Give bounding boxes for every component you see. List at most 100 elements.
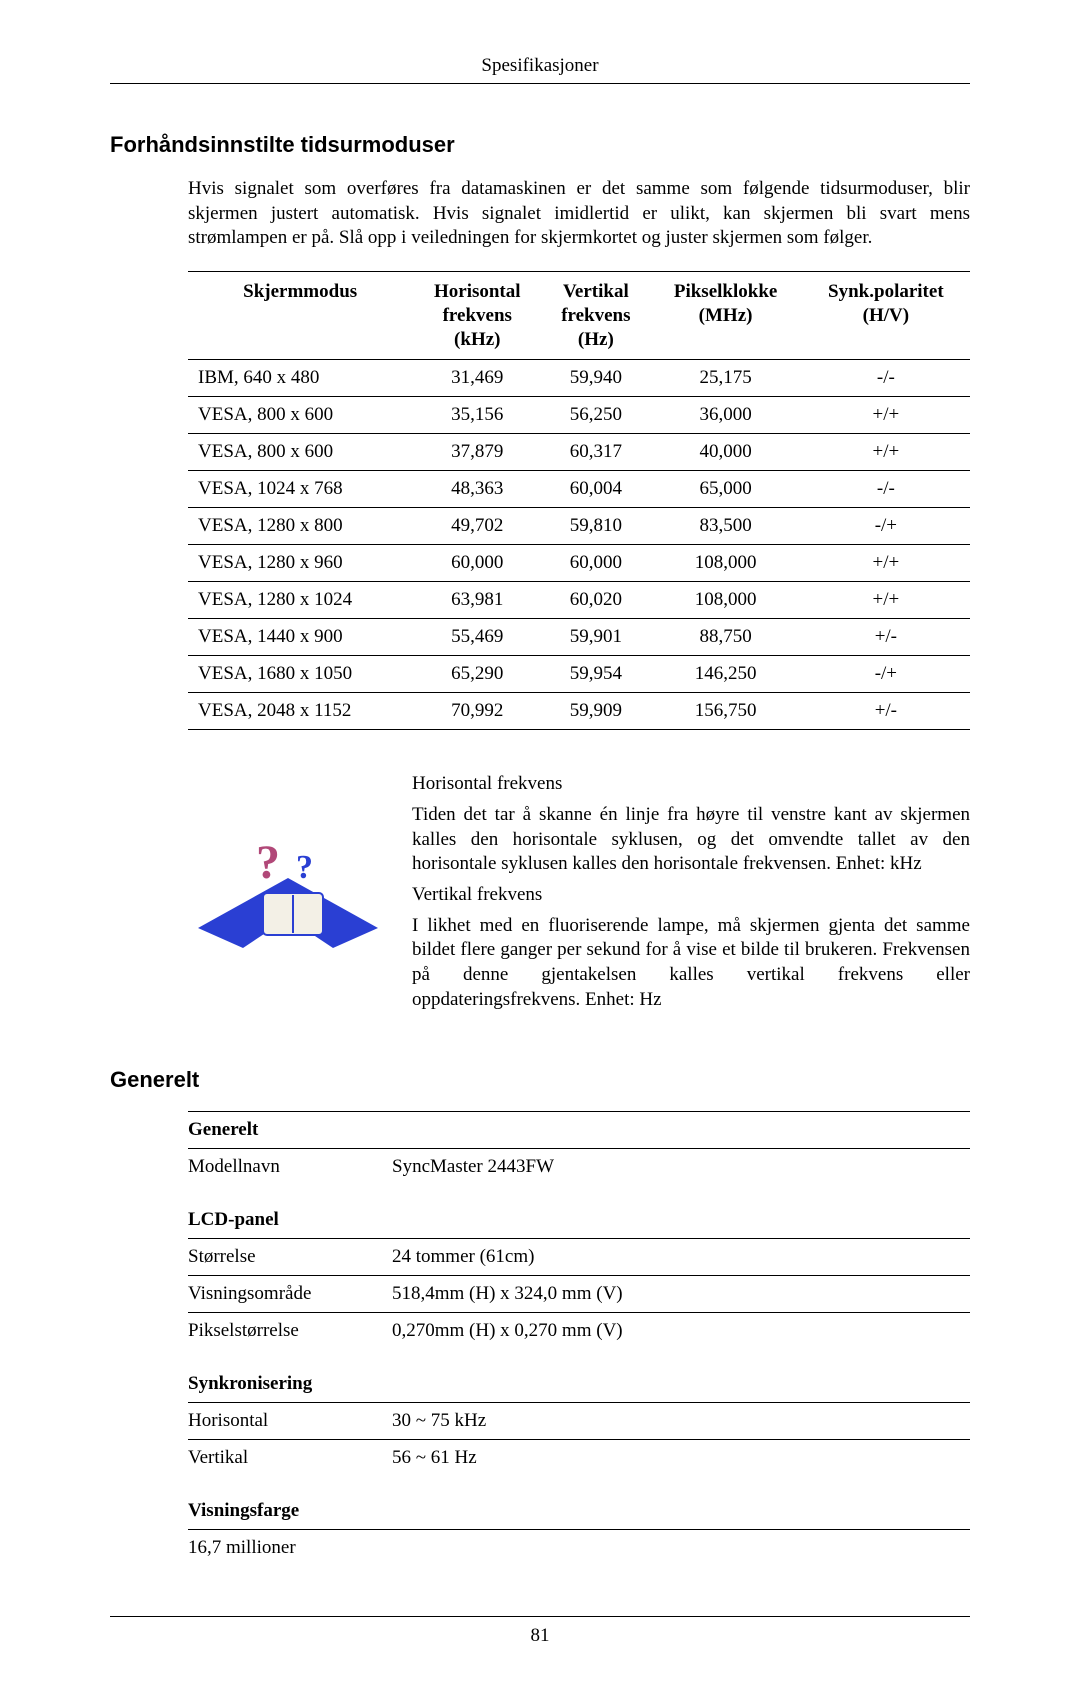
spec-value-model: SyncMaster 2443FW: [388, 1148, 970, 1185]
table-cell: 60,317: [542, 434, 649, 471]
table-cell: 65,290: [412, 656, 542, 693]
table-cell: VESA, 1024 x 768: [188, 471, 412, 508]
table-row: VESA, 1440 x 90055,46959,90188,750+/-: [188, 619, 970, 656]
table-cell: 31,469: [412, 360, 542, 397]
col-vfreq: Vertikal frekvens (Hz): [542, 272, 649, 360]
table-cell: 63,981: [412, 582, 542, 619]
page-container: Spesifikasjoner Forhåndsinnstilte tidsur…: [0, 0, 1080, 1697]
table-cell: 60,000: [542, 545, 649, 582]
table-cell: 60,004: [542, 471, 649, 508]
table-cell: 49,702: [412, 508, 542, 545]
table-cell: +/-: [802, 693, 970, 730]
page-footer: 81: [110, 1616, 970, 1647]
section-title-general: Generelt: [110, 1067, 970, 1093]
col-hfreq-l2: frekvens: [443, 305, 512, 326]
spec-label-vsync: Vertikal: [188, 1439, 388, 1476]
spec-value-vsync: 56 ~ 61 Hz: [388, 1439, 970, 1476]
table-cell: -/+: [802, 656, 970, 693]
spec-group-general: Generelt: [188, 1111, 970, 1148]
timing-modes-table: Skjermmodus Horisontal frekvens (kHz) Ve…: [188, 271, 970, 730]
table-cell: -/-: [802, 471, 970, 508]
col-vfreq-l2: frekvens: [561, 305, 630, 326]
table-cell: 156,750: [649, 693, 801, 730]
note-vfreq-title: Vertikal frekvens: [412, 883, 970, 908]
table-row: VESA, 1280 x 80049,70259,81083,500-/+: [188, 508, 970, 545]
col-vfreq-l1: Vertikal: [563, 281, 629, 302]
col-pixclock: Pikselklokke (MHz): [649, 272, 801, 360]
spec-value-pixelsize: 0,270mm (H) x 0,270 mm (V): [388, 1312, 970, 1349]
table-row: IBM, 640 x 48031,46959,94025,175-/-: [188, 360, 970, 397]
table-cell: 35,156: [412, 397, 542, 434]
table-cell: VESA, 2048 x 1152: [188, 693, 412, 730]
table-cell: +/+: [802, 434, 970, 471]
spec-group-sync: Synkronisering: [188, 1349, 970, 1403]
table-cell: +/+: [802, 545, 970, 582]
table-cell: -/+: [802, 508, 970, 545]
table-cell: 25,175: [649, 360, 801, 397]
col-hfreq-l3: (kHz): [454, 329, 500, 350]
table-cell: 108,000: [649, 582, 801, 619]
spec-group-lcd: LCD-panel: [188, 1185, 970, 1239]
table-cell: 59,954: [542, 656, 649, 693]
table-cell: VESA, 1280 x 960: [188, 545, 412, 582]
table-cell: +/+: [802, 582, 970, 619]
intro-paragraph: Hvis signalet som overføres fra datamask…: [188, 177, 970, 251]
table-cell: 59,810: [542, 508, 649, 545]
note-hfreq-body: Tiden det tar å skanne én linje fra høyr…: [412, 803, 970, 877]
table-cell: IBM, 640 x 480: [188, 360, 412, 397]
note-vfreq-body: I likhet med en fluoriserende lampe, må …: [412, 914, 970, 1013]
table-cell: 37,879: [412, 434, 542, 471]
col-sync-l1: Synk.polaritet: [828, 281, 944, 302]
table-cell: 56,250: [542, 397, 649, 434]
section-body: Hvis signalet som overføres fra datamask…: [188, 177, 970, 1019]
table-row: VESA, 800 x 60037,87960,31740,000+/+: [188, 434, 970, 471]
col-vfreq-l3: (Hz): [578, 329, 614, 350]
table-cell: 59,940: [542, 360, 649, 397]
footer-rule: [110, 1616, 970, 1617]
icon-question-mark-2: ?: [296, 849, 313, 886]
table-cell: +/-: [802, 619, 970, 656]
table-cell: 48,363: [412, 471, 542, 508]
col-mode: Skjermmodus: [188, 272, 412, 360]
col-pix-l1: Pikselklokke: [674, 281, 777, 302]
help-icon: ? ?: [188, 823, 388, 963]
table-cell: 70,992: [412, 693, 542, 730]
spec-group-color: Visningsfarge: [188, 1476, 970, 1530]
spec-table: Generelt Modellnavn SyncMaster 2443FW LC…: [188, 1111, 970, 1566]
table-cell: VESA, 800 x 600: [188, 434, 412, 471]
table-cell: 59,901: [542, 619, 649, 656]
col-hfreq: Horisontal frekvens (kHz): [412, 272, 542, 360]
col-hfreq-l1: Horisontal: [434, 281, 521, 302]
table-cell: 83,500: [649, 508, 801, 545]
table-row: VESA, 1024 x 76848,36360,00465,000-/-: [188, 471, 970, 508]
header-rule: [110, 83, 970, 84]
table-cell: -/-: [802, 360, 970, 397]
table-cell: VESA, 1440 x 900: [188, 619, 412, 656]
note-block: ? ? Horisontal frekvens Tiden det tar å …: [188, 768, 970, 1018]
table-row: VESA, 2048 x 115270,99259,909156,750+/-: [188, 693, 970, 730]
table-cell: VESA, 1280 x 1024: [188, 582, 412, 619]
table-cell: 65,000: [649, 471, 801, 508]
table-cell: VESA, 1680 x 1050: [188, 656, 412, 693]
table-cell: 55,469: [412, 619, 542, 656]
table-cell: 60,020: [542, 582, 649, 619]
table-cell: +/+: [802, 397, 970, 434]
spec-label-model: Modellnavn: [188, 1148, 388, 1185]
table-row: VESA, 800 x 60035,15656,25036,000+/+: [188, 397, 970, 434]
table-row: VESA, 1680 x 105065,29059,954146,250-/+: [188, 656, 970, 693]
section-title-timing: Forhåndsinnstilte tidsurmoduser: [110, 132, 970, 158]
spec-label-size: Størrelse: [188, 1238, 388, 1275]
col-pix-l2: (MHz): [699, 305, 753, 326]
spec-value-hsync: 30 ~ 75 kHz: [388, 1402, 970, 1439]
note-text: Horisontal frekvens Tiden det tar å skan…: [412, 768, 970, 1018]
spec-value-size: 24 tommer (61cm): [388, 1238, 970, 1275]
icon-question-mark: ?: [256, 836, 280, 889]
table-row: VESA, 1280 x 96060,00060,000108,000+/+: [188, 545, 970, 582]
table-cell: VESA, 800 x 600: [188, 397, 412, 434]
col-sync: Synk.polaritet (H/V): [802, 272, 970, 360]
spec-label-pixelsize: Pikselstørrelse: [188, 1312, 388, 1349]
running-header: Spesifikasjoner: [110, 55, 970, 77]
page-number: 81: [110, 1625, 970, 1647]
note-hfreq-title: Horisontal frekvens: [412, 772, 970, 797]
table-cell: 88,750: [649, 619, 801, 656]
